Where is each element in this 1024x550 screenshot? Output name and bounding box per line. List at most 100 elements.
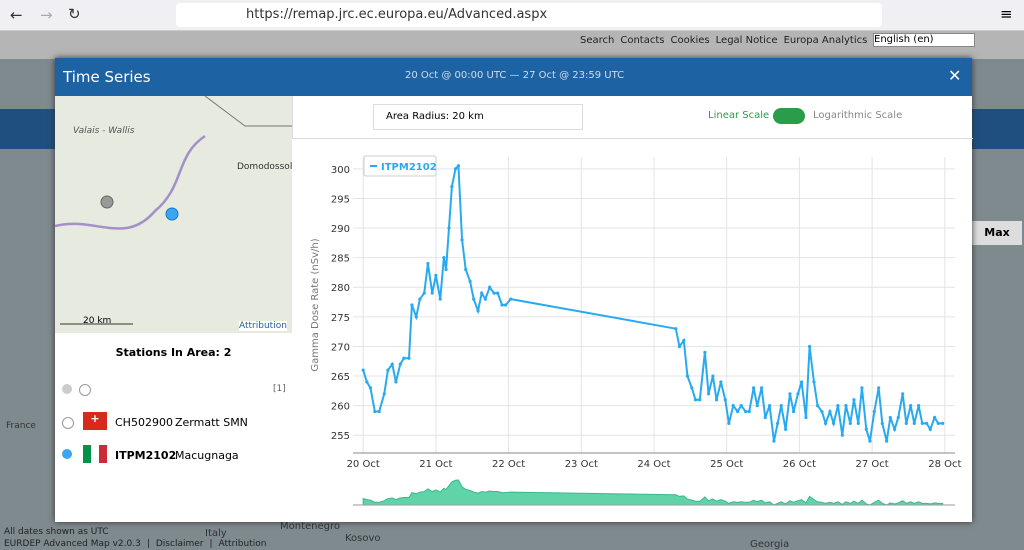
point [880, 421, 884, 425]
point [460, 238, 464, 242]
point [920, 421, 924, 425]
point [933, 415, 937, 420]
page-count: [1] [273, 384, 286, 394]
point [693, 398, 698, 402]
flag-ch: + [83, 412, 107, 430]
map-art [55, 96, 292, 325]
x-tick-label: 24 Oct [637, 459, 670, 470]
radio[interactable] [79, 384, 91, 396]
y-tick-label: 255 [331, 431, 350, 442]
point [398, 362, 402, 366]
point [844, 404, 848, 408]
linear[interactable]: Linear Scale [708, 110, 770, 121]
stations-heading: Stations In Area: 2 [115, 346, 232, 359]
y-axis-label: Gamma Dose Rate (nSv/h) [310, 238, 321, 371]
point [453, 167, 458, 171]
point [480, 291, 484, 295]
url: https://remap.jrc.ec.europa.eu/Advanced.… [246, 7, 548, 22]
point [677, 344, 682, 349]
point [864, 427, 868, 431]
menu-item[interactable]: Search [580, 35, 615, 46]
point [812, 380, 816, 384]
footer-link[interactable]: Attribution [218, 539, 267, 549]
menu-item[interactable]: Contacts [620, 35, 665, 46]
point [674, 327, 678, 331]
point [901, 392, 905, 396]
point [504, 303, 508, 307]
forward[interactable]: → [40, 6, 53, 24]
radio[interactable] [62, 417, 74, 429]
point [438, 297, 442, 301]
point [476, 309, 480, 313]
point [893, 427, 897, 431]
point [727, 421, 731, 425]
chart: 255 260 265 270 275 280 285 290 295 300 20 Oct 21 O… [310, 155, 961, 506]
y-tick-label: 300 [331, 165, 350, 176]
point [868, 439, 872, 443]
point [731, 404, 735, 408]
point [719, 380, 723, 384]
point [426, 261, 430, 266]
footer: EURDEP Advanced Map v2.0.3 | Disclaimer | At… [4, 539, 267, 549]
reload[interactable]: ↻ [68, 5, 81, 23]
point [450, 185, 454, 189]
x-tick-label: 27 Oct [856, 459, 889, 470]
point [442, 256, 446, 260]
back[interactable]: ← [10, 6, 23, 24]
point [885, 439, 889, 443]
point [472, 297, 476, 301]
point [418, 297, 422, 301]
menu-item[interactable]: Legal Notice [715, 35, 778, 46]
radio[interactable] [62, 384, 72, 394]
point [909, 404, 913, 408]
point [783, 427, 788, 431]
language[interactable]: English (en) [873, 33, 975, 47]
point [896, 415, 900, 420]
point [739, 404, 743, 408]
station-name: Zermatt SMN [175, 416, 248, 429]
point [772, 439, 776, 443]
point [848, 421, 852, 425]
modal-header: Time Series 20 Oct @ 00:00 UTC — 27 Oct … [55, 58, 972, 96]
point [807, 344, 812, 349]
point [410, 303, 414, 307]
radius[interactable]: Area Radius: 20 km [373, 104, 583, 130]
side-button[interactable]: Max [972, 221, 1022, 245]
close[interactable]: ✕ [948, 66, 962, 85]
point [752, 386, 756, 390]
mini-map: Valais - Wallis Domodossola 20 km Attrib… [55, 96, 292, 333]
radio[interactable] [62, 449, 72, 459]
flag-it [83, 445, 107, 463]
point [768, 404, 772, 408]
point [836, 404, 840, 408]
period: 20 Oct @ 00:00 UTC — 27 Oct @ 23:59 UTC [405, 70, 625, 81]
menu-item[interactable]: Europa Analytics [783, 35, 868, 46]
point [840, 433, 844, 437]
point [496, 291, 500, 295]
map-label: Domodossola [237, 162, 292, 172]
menu-item[interactable]: Cookies [670, 35, 710, 46]
footer-link[interactable]: Disclaimer [155, 539, 204, 549]
map-label: Montenegro [280, 521, 341, 532]
menu[interactable]: ≡ [1000, 5, 1013, 23]
point [698, 398, 702, 402]
point [386, 368, 390, 372]
url-bar[interactable]: https://remap.jrc.ec.europa.eu/Advanced.… [176, 3, 882, 27]
y-tick-label: 265 [331, 372, 350, 383]
point [500, 303, 504, 307]
point [736, 409, 740, 414]
point [804, 415, 808, 420]
attribution[interactable]: Attribution [239, 321, 287, 331]
point [912, 421, 916, 425]
y-tick-label: 285 [331, 254, 350, 265]
point [468, 279, 472, 283]
modal-title: Time Series [63, 68, 151, 86]
point [711, 374, 715, 378]
log[interactable]: Logarithmic Scale [813, 110, 903, 121]
map-label: Georgia [750, 539, 790, 550]
site-menu: Search Contacts Cookies Legal Notice Europa … [580, 35, 867, 46]
point [796, 392, 800, 396]
point [760, 386, 764, 390]
point [434, 273, 438, 277]
scale-toggle[interactable] [773, 108, 805, 124]
